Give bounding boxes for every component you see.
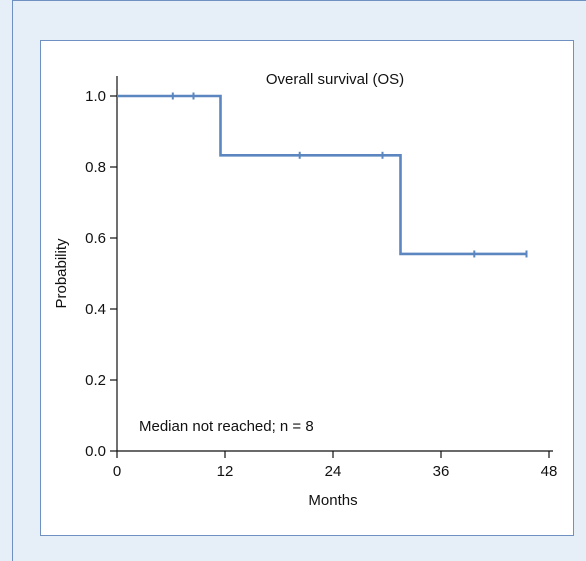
y-ticks: 0.0 0.2 0.4 0.6 0.8 1.0	[85, 88, 117, 460]
x-tick-label: 0	[113, 463, 121, 480]
x-tick-label: 24	[325, 463, 342, 480]
censor-marks	[171, 92, 528, 258]
x-axis-label: Months	[308, 492, 357, 509]
axes	[116, 76, 553, 452]
y-tick-label: 1.0	[85, 88, 106, 105]
median-annotation: Median not reached; n = 8	[139, 418, 314, 435]
x-tick-label: 12	[217, 463, 234, 480]
chart-title: Overall survival (OS)	[266, 71, 404, 88]
x-tick-label: 36	[433, 463, 450, 480]
chart-panel	[40, 40, 574, 536]
y-tick-label: 0.4	[85, 301, 106, 318]
survival-curve	[117, 94, 527, 256]
y-tick-label: 0.0	[85, 443, 106, 460]
y-axis-label: Probability	[53, 238, 70, 309]
x-ticks: 0 12 24 36 48	[113, 451, 558, 480]
y-tick-label: 0.2	[85, 372, 106, 389]
x-tick-label: 48	[541, 463, 558, 480]
y-tick-label: 0.8	[85, 159, 106, 176]
y-tick-label: 0.6	[85, 230, 106, 247]
